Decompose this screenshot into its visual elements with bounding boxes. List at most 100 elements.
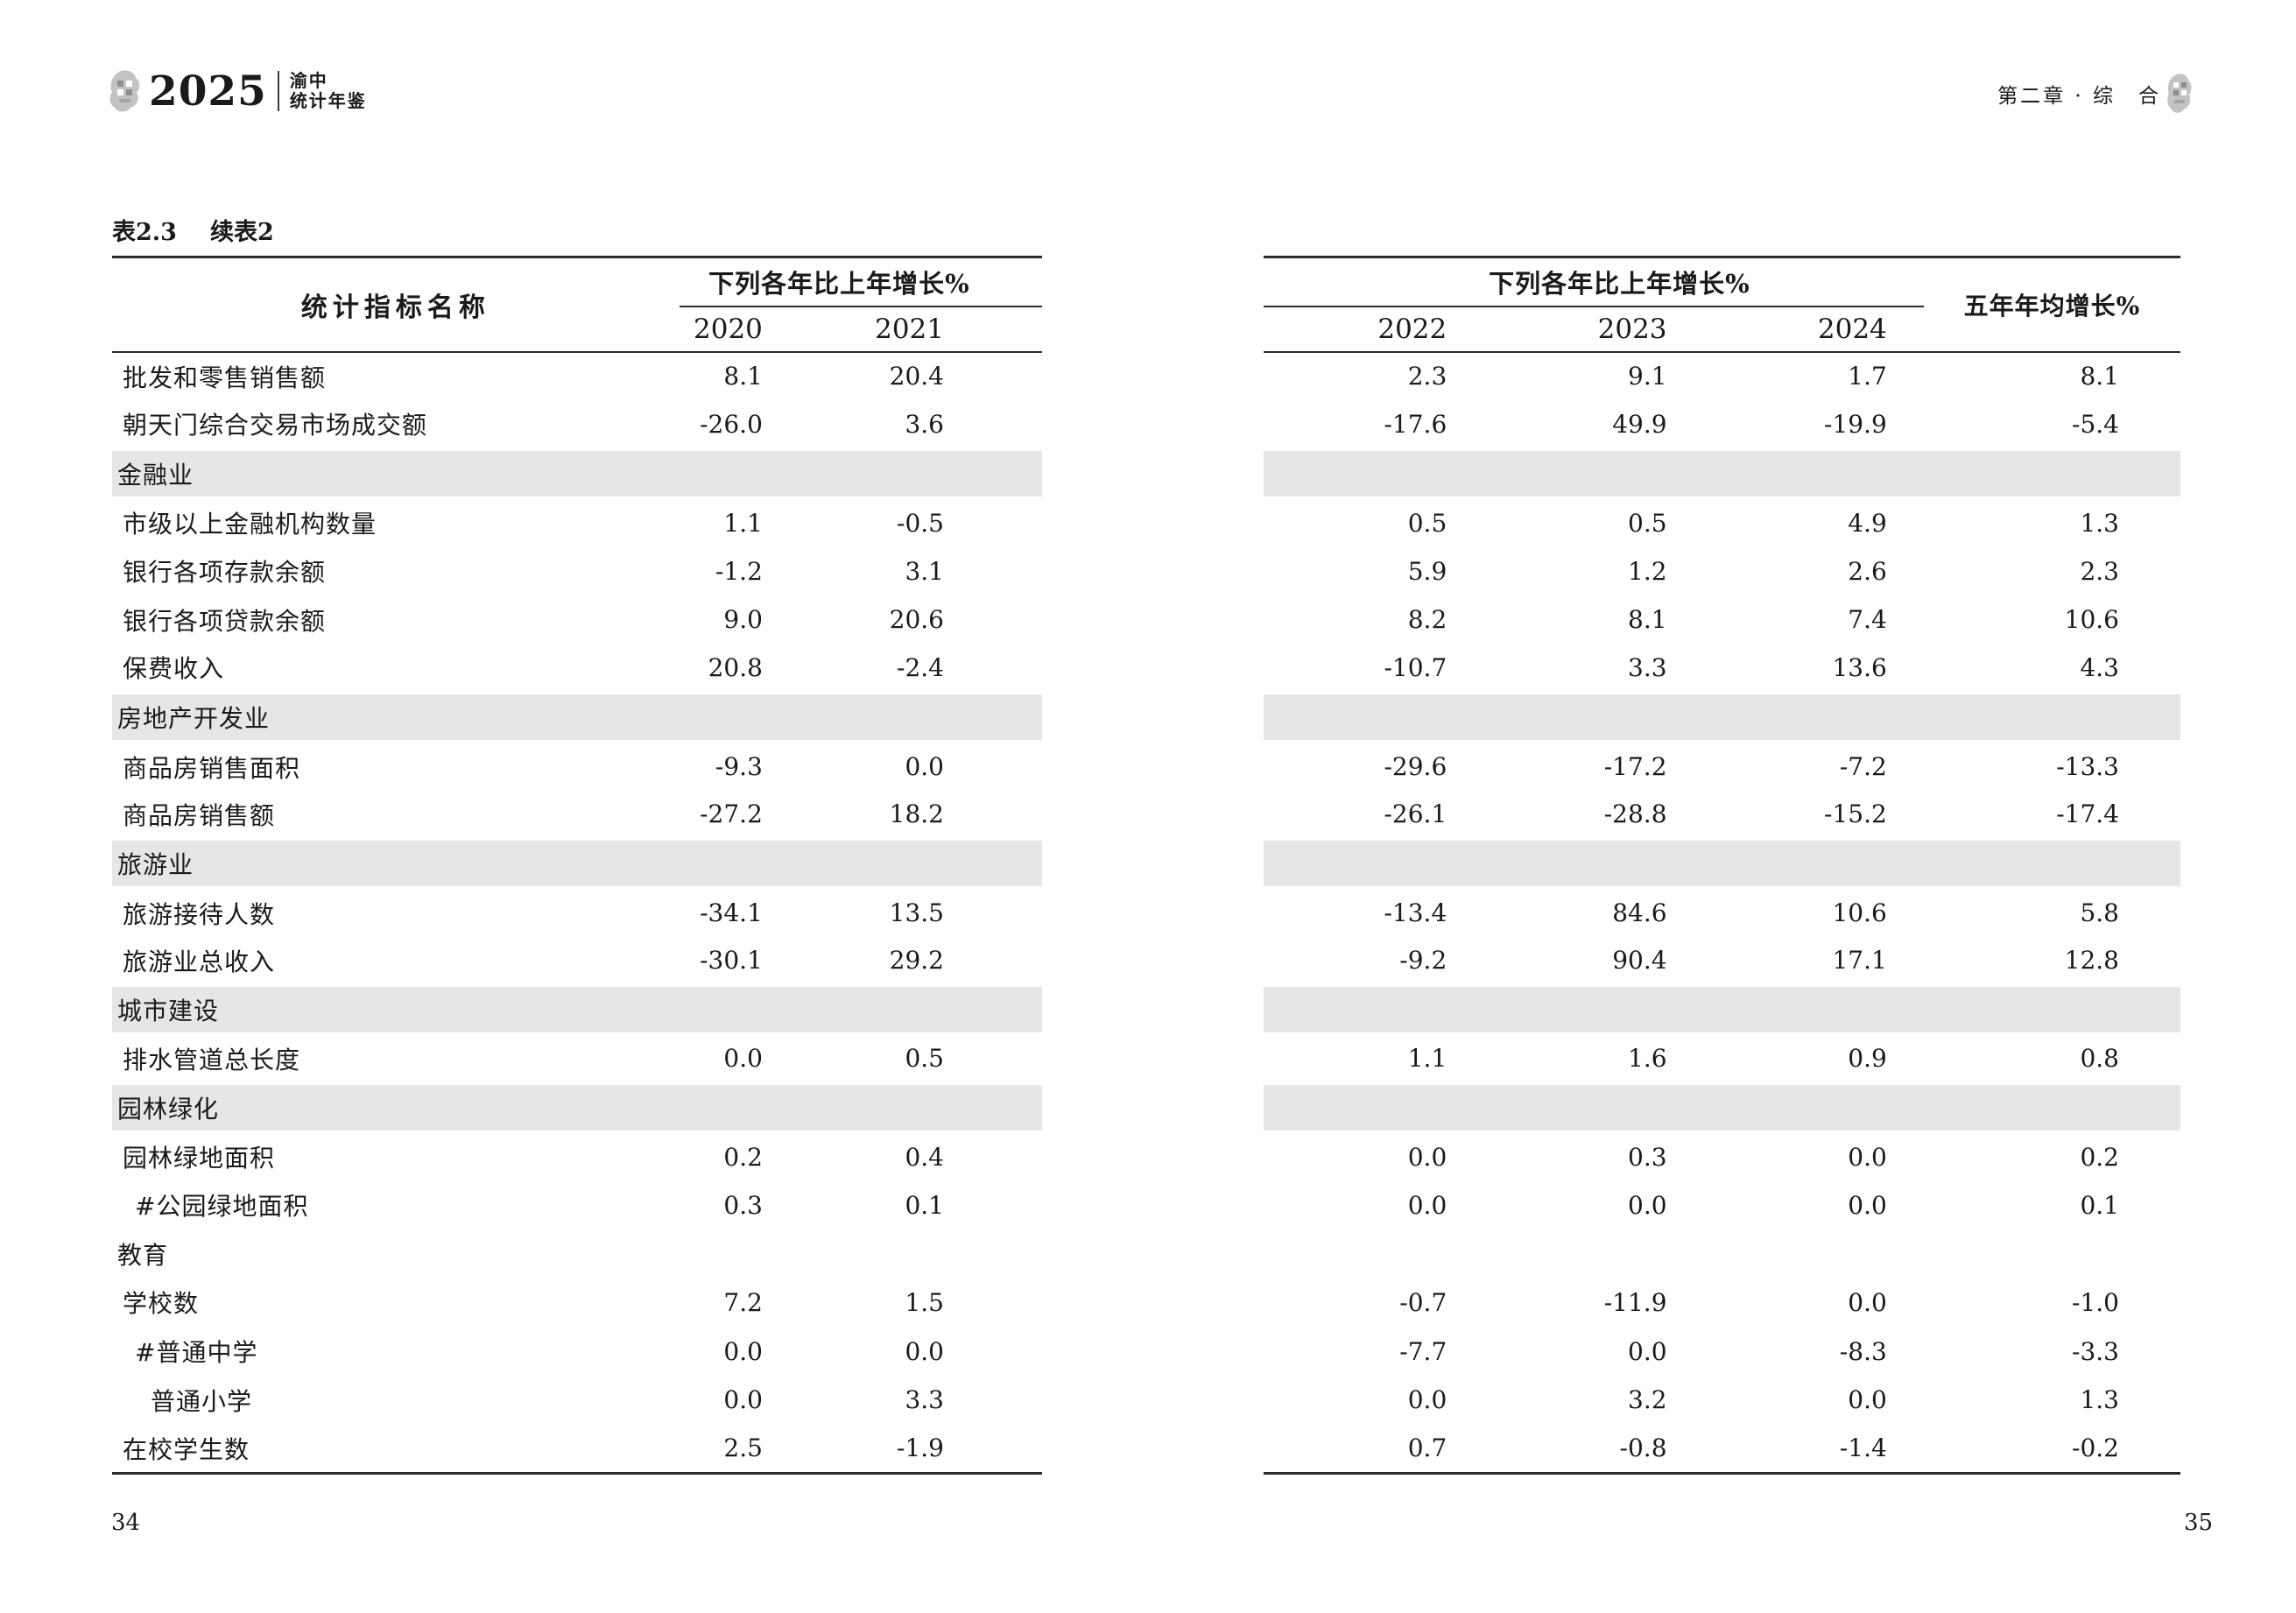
value-cell: -34.1 (700, 898, 763, 928)
indicator-name: 保费收入 (123, 654, 225, 684)
year-header-2024: 2024 (1703, 306, 1924, 353)
value-cell: -9.3 (715, 752, 763, 782)
value-cell: 8.1 (1628, 605, 1667, 635)
value-cell: -30.1 (700, 946, 763, 976)
value-cell: 4.3 (2080, 652, 2119, 682)
value-cell: 8.2 (1407, 605, 1447, 635)
section-spacer (1264, 447, 2180, 500)
indicator-row: -13.4 84.6 10.6 5.8 (1264, 888, 2180, 937)
value-cell: -13.3 (2056, 752, 2119, 782)
page-number-right: 35 (2184, 1510, 2214, 1536)
indicator-name: 银行各项存款余额 (123, 558, 327, 588)
indicator-name: 旅游接待人数 (123, 899, 276, 929)
header-row-span: 统计指标名称 下列各年比上年增长% (112, 257, 1042, 353)
section-label: 房地产开发业 (112, 691, 1042, 743)
value-cell: 0.0 (905, 752, 944, 782)
table-number: 表2.3 (112, 219, 177, 246)
indicator-name: 旅游业总收入 (123, 947, 276, 976)
value-cell: 0.0 (905, 1336, 944, 1366)
five-year-avg-header: 五年年均增长% (1923, 257, 2180, 353)
value-cell: -1.0 (2072, 1287, 2119, 1317)
value-cell: 17.1 (1832, 946, 1887, 976)
value-cell: 1.1 (723, 508, 763, 538)
value-cell: 1.6 (1628, 1044, 1667, 1074)
indicator-row: -0.7 -11.9 0.0 -1.0 (1264, 1278, 2180, 1328)
section-label: 城市建设 (112, 983, 1042, 1037)
indicator-row: 园林绿地面积 0.2 0.4 (112, 1132, 1042, 1181)
value-cell: -1.2 (715, 556, 763, 586)
yearbook-year: 2025 (149, 67, 267, 116)
value-cell: 5.9 (1407, 556, 1447, 586)
year-header-2020: 2020 (679, 306, 861, 353)
section-row (1264, 837, 2180, 891)
chapter-label: 第二章 · 综 合 (1997, 85, 2161, 108)
indicator-row: -7.7 0.0 -8.3 -3.3 (1264, 1327, 2180, 1376)
value-cell: -17.6 (1384, 409, 1447, 439)
value-cell: 0.0 (1848, 1287, 1887, 1317)
year-header-2021: 2021 (860, 306, 1042, 353)
value-cell: 0.0 (1407, 1190, 1447, 1220)
value-cell: -2.4 (897, 652, 944, 682)
section-row: 房地产开发业 (112, 691, 1042, 743)
value-cell: -26.1 (1384, 799, 1447, 829)
value-cell: 0.2 (2080, 1142, 2119, 1172)
value-cell: 0.0 (723, 1336, 763, 1366)
section-row (1264, 1229, 2180, 1278)
indicator-row: -29.6 -17.2 -7.2 -13.3 (1264, 742, 2180, 791)
seal-icon (2167, 74, 2192, 113)
value-cell: 0.0 (1848, 1190, 1887, 1220)
value-cell: -0.8 (1619, 1433, 1667, 1463)
value-cell: -17.2 (1603, 752, 1667, 782)
section-row: 教育 (112, 1229, 1042, 1278)
value-cell: 2.5 (723, 1433, 763, 1463)
value-cell: 0.0 (1407, 1385, 1447, 1415)
section-spacer (1264, 837, 2180, 891)
value-cell: -7.7 (1399, 1336, 1447, 1366)
header-row-years: 2022 2023 2024 (1264, 306, 2180, 353)
value-cell: 1.5 (905, 1287, 944, 1317)
value-cell: -19.9 (1823, 409, 1887, 439)
value-cell: 13.5 (889, 898, 944, 928)
indicator-name: 批发和零售销售额 (123, 363, 327, 392)
value-cell: 0.1 (2080, 1190, 2119, 1220)
seal-icon (109, 70, 140, 112)
indicator-row: 0.7 -0.8 -1.4 -0.2 (1264, 1425, 2180, 1474)
section-spacer (1264, 983, 2180, 1037)
value-cell: -5.4 (2072, 409, 2119, 439)
value-cell: 20.6 (889, 605, 944, 635)
value-cell: -0.5 (897, 508, 944, 538)
value-cell: 7.4 (1848, 605, 1887, 635)
indicator-row: #普通中学 0.0 0.0 (112, 1327, 1042, 1376)
value-cell: -1.9 (897, 1433, 944, 1463)
value-cell: 90.4 (1612, 946, 1667, 976)
value-cell: 1.7 (1848, 362, 1887, 391)
value-cell: 1.1 (1407, 1044, 1447, 1074)
value-cell: 10.6 (1832, 898, 1887, 928)
value-cell: -26.0 (700, 409, 763, 439)
value-cell: 8.1 (2080, 362, 2119, 391)
value-cell: 0.5 (905, 1044, 944, 1074)
indicator-row: 商品房销售额 -27.2 18.2 (112, 791, 1042, 840)
value-cell: 0.0 (1628, 1336, 1667, 1366)
page-number-left: 34 (111, 1510, 141, 1536)
value-cell: 0.9 (1848, 1044, 1887, 1074)
section-row (1264, 983, 2180, 1037)
indicator-row: #公园绿地面积 0.3 0.1 (112, 1180, 1042, 1229)
value-cell: 84.6 (1612, 898, 1667, 928)
yearbook-title: 渝中 统计年鉴 (290, 71, 367, 111)
indicator-name: #普通中学 (135, 1338, 258, 1368)
value-cell: 0.5 (1628, 508, 1667, 538)
value-cell: 0.7 (1407, 1433, 1447, 1463)
indicator-row: -26.1 -28.8 -15.2 -17.4 (1264, 791, 2180, 840)
value-cell: 0.5 (1407, 508, 1447, 538)
growth-span-header: 下列各年比上年增长% (679, 257, 1042, 307)
value-cell: 4.9 (1848, 508, 1887, 538)
value-cell: 0.8 (2080, 1044, 2119, 1074)
header-row-span: 下列各年比上年增长% 五年年均增长% (1264, 257, 2180, 353)
value-cell: 49.9 (1612, 409, 1667, 439)
value-cell: 9.0 (723, 605, 763, 635)
indicator-row: 排水管道总长度 0.0 0.5 (112, 1034, 1042, 1083)
value-cell: 10.6 (2064, 605, 2119, 635)
section-row (1264, 691, 2180, 743)
